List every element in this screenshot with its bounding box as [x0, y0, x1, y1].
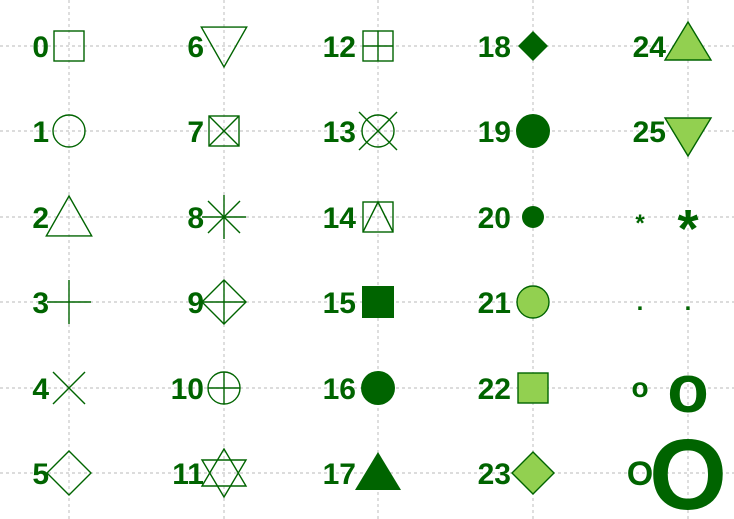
period-char-icon: .. — [637, 289, 692, 316]
fill-square-icon — [517, 372, 549, 404]
shape-label-15: 15 — [323, 287, 356, 320]
solid-circle-icon — [516, 114, 550, 148]
shape-label-20: 20 — [478, 202, 511, 235]
square-plus-icon — [362, 30, 394, 62]
shape-label-2: 2 — [32, 202, 49, 235]
shape-label-3: 3 — [32, 287, 49, 320]
char-large: * — [677, 199, 698, 259]
square-cross-icon — [208, 115, 240, 147]
cross-icon — [52, 371, 86, 405]
fill-triangle-up-icon — [663, 20, 713, 61]
char-large: . — [685, 289, 692, 316]
shape-label-16: 16 — [323, 373, 356, 406]
shape-label-24: 24 — [633, 31, 667, 64]
triangles-up-down-icon — [200, 447, 248, 499]
small-filled-circle-icon — [522, 206, 544, 228]
shape-labels: 0123456789101112131415161718192021222324… — [32, 31, 666, 491]
shape-label-23: 23 — [478, 458, 511, 491]
shape-symbols: * *. .o oOO — [45, 20, 727, 519]
shape-label-6: 6 — [187, 31, 204, 64]
char-small: O — [627, 455, 653, 493]
shape-label-1: 1 — [32, 116, 49, 149]
shape-label-12: 12 — [323, 31, 356, 64]
asterisk-char-icon: * * — [635, 199, 698, 259]
asterisk-icon — [202, 195, 246, 239]
open-triangle-up-icon — [45, 194, 93, 237]
shape-label-11: 11 — [172, 458, 204, 491]
shape-label-5: 5 — [32, 458, 49, 491]
shape-label-22: 22 — [478, 373, 511, 406]
char-small: * — [635, 210, 645, 237]
shape-label-25: 25 — [633, 116, 666, 149]
fill-circle-icon — [516, 285, 550, 319]
shape-label-8: 8 — [187, 202, 204, 235]
fill-diamond-icon — [511, 451, 555, 495]
square-triangle-icon — [362, 200, 394, 233]
char-large: o — [667, 351, 709, 427]
shape-label-9: 9 — [187, 287, 204, 320]
char-large: O — [649, 419, 727, 519]
shape-label-10: 10 — [171, 373, 204, 406]
shape-label-21: 21 — [478, 287, 511, 320]
shape-label-4: 4 — [32, 373, 49, 406]
shape-label-7: 7 — [187, 116, 204, 149]
open-diamond-icon — [46, 450, 92, 496]
fill-triangle-down-icon — [663, 117, 713, 158]
char-small: . — [637, 289, 644, 316]
shape-label-0: 0 — [32, 31, 49, 64]
letter-capital-o-char-icon: OO — [627, 419, 727, 519]
shape-label-13: 13 — [323, 116, 356, 149]
circle-cross-icon — [358, 111, 398, 151]
open-circle-icon — [52, 114, 86, 148]
shape-label-18: 18 — [478, 31, 511, 64]
plus-icon — [47, 280, 91, 324]
circle-plus-icon — [207, 371, 241, 405]
shape-label-17: 17 — [323, 458, 356, 491]
open-triangle-down-icon — [200, 26, 248, 69]
filled-triangle-up-icon — [355, 452, 401, 490]
filled-diamond-icon — [518, 31, 548, 61]
filled-square-icon — [362, 286, 394, 318]
filled-circle-icon — [361, 371, 395, 405]
char-small: o — [631, 372, 648, 403]
shape-label-19: 19 — [478, 116, 511, 149]
diamond-plus-icon — [201, 279, 247, 325]
open-square-icon — [53, 30, 85, 62]
shape-label-14: 14 — [323, 202, 357, 235]
